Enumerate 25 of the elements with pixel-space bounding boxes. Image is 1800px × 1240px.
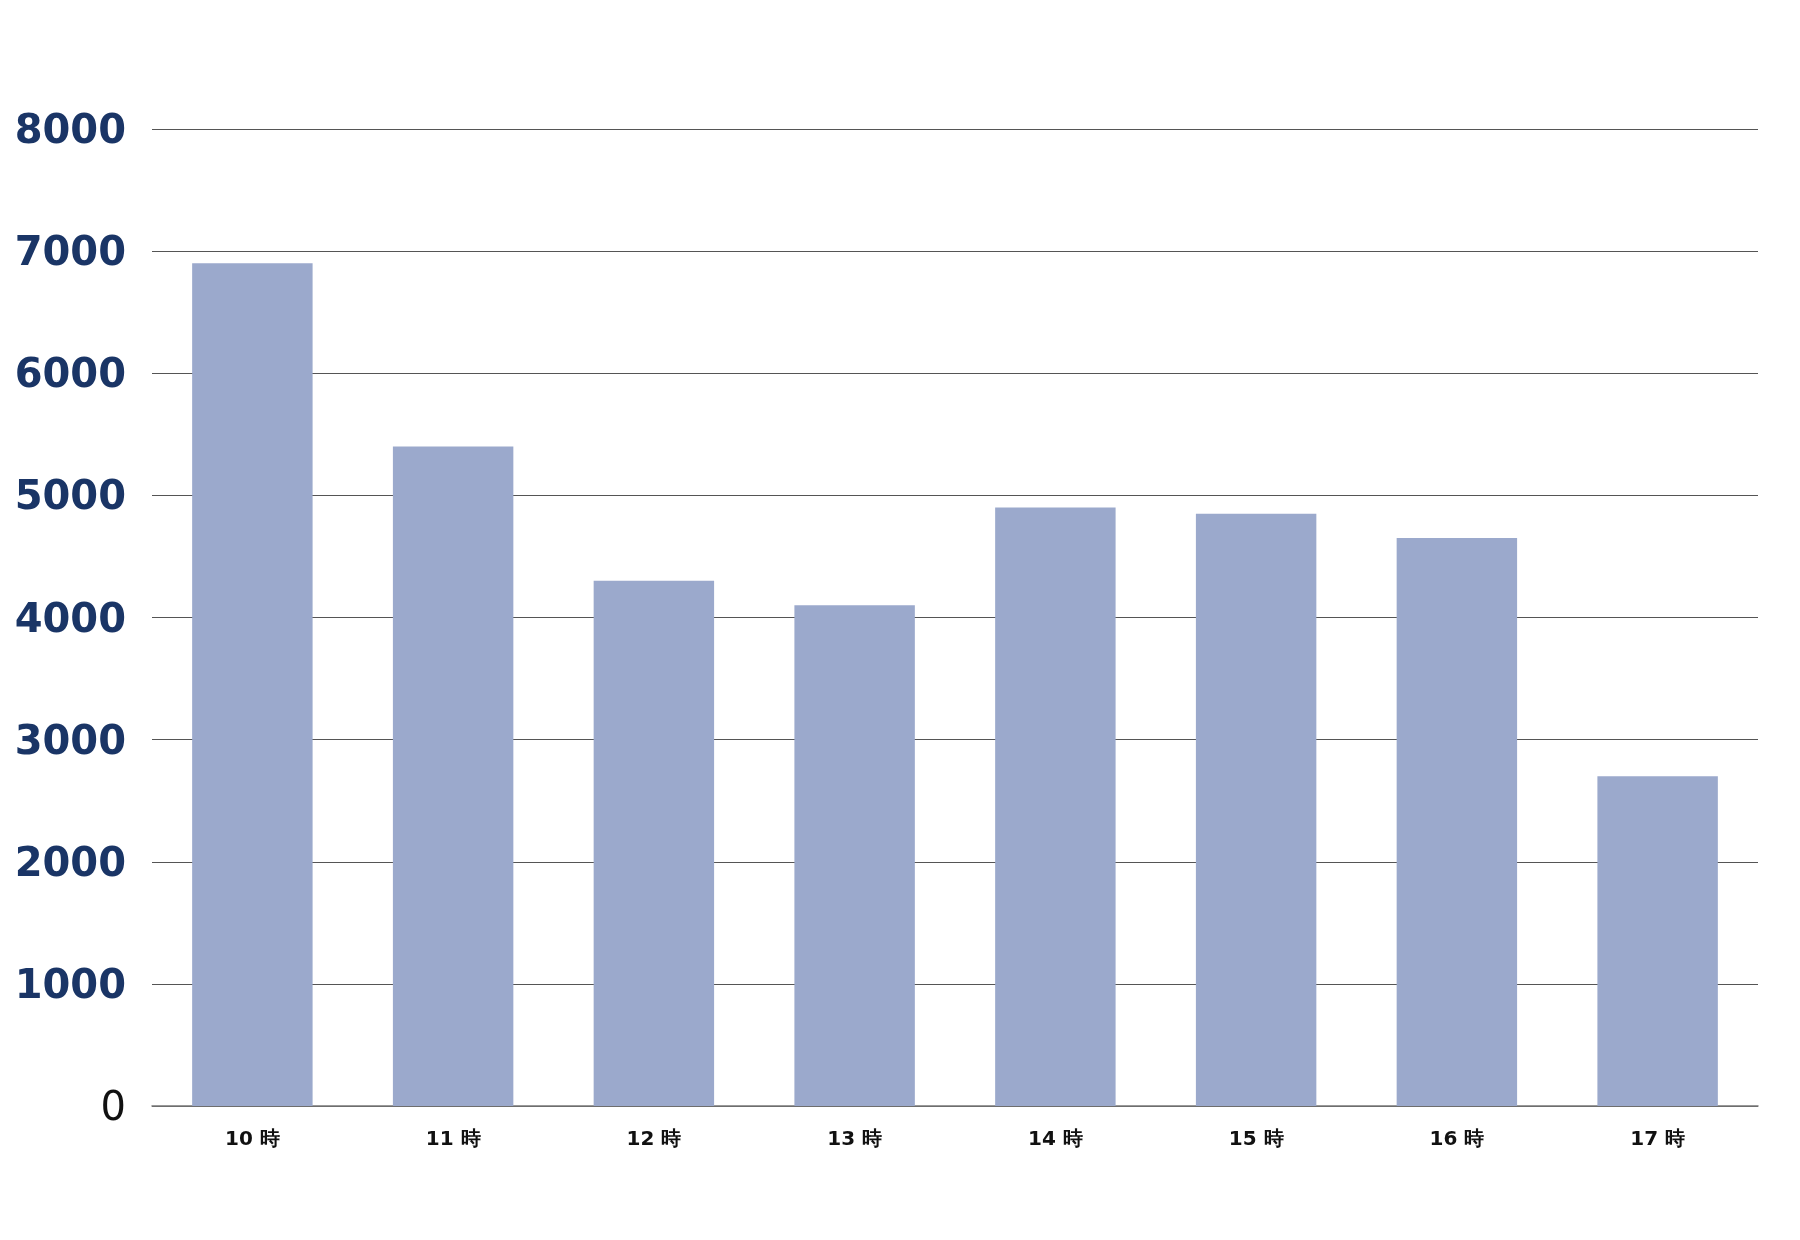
y-tick-label: 1000 xyxy=(14,960,126,1007)
bar xyxy=(1597,776,1718,1106)
bar xyxy=(593,580,715,1106)
bar xyxy=(392,446,514,1106)
bar xyxy=(1195,513,1317,1106)
x-tick-label: 16 時 xyxy=(1429,1126,1485,1150)
y-tick-label: 5000 xyxy=(14,472,126,519)
x-tick-label: 14 時 xyxy=(1027,1126,1083,1150)
y-tick-label: 3000 xyxy=(14,716,126,763)
x-tick-label: 12 時 xyxy=(626,1126,682,1150)
x-tick-label: 11 時 xyxy=(425,1126,481,1150)
y-tick-label: 7000 xyxy=(14,228,126,275)
bar xyxy=(995,507,1116,1106)
y-tick-label: 0 xyxy=(100,1083,126,1129)
x-tick-label: 15 時 xyxy=(1228,1126,1284,1150)
bar xyxy=(794,605,915,1106)
bar xyxy=(1396,538,1518,1106)
y-tick-label: 8000 xyxy=(14,106,126,152)
y-tick-label: 4000 xyxy=(14,594,126,641)
bar xyxy=(192,263,313,1106)
y-tick-label: 6000 xyxy=(14,350,126,397)
x-tick-label: 10 時 xyxy=(224,1126,280,1150)
y-tick-label: 2000 xyxy=(14,838,126,885)
x-tick-label: 13 時 xyxy=(827,1126,883,1150)
x-tick-label: 17 時 xyxy=(1630,1126,1686,1150)
